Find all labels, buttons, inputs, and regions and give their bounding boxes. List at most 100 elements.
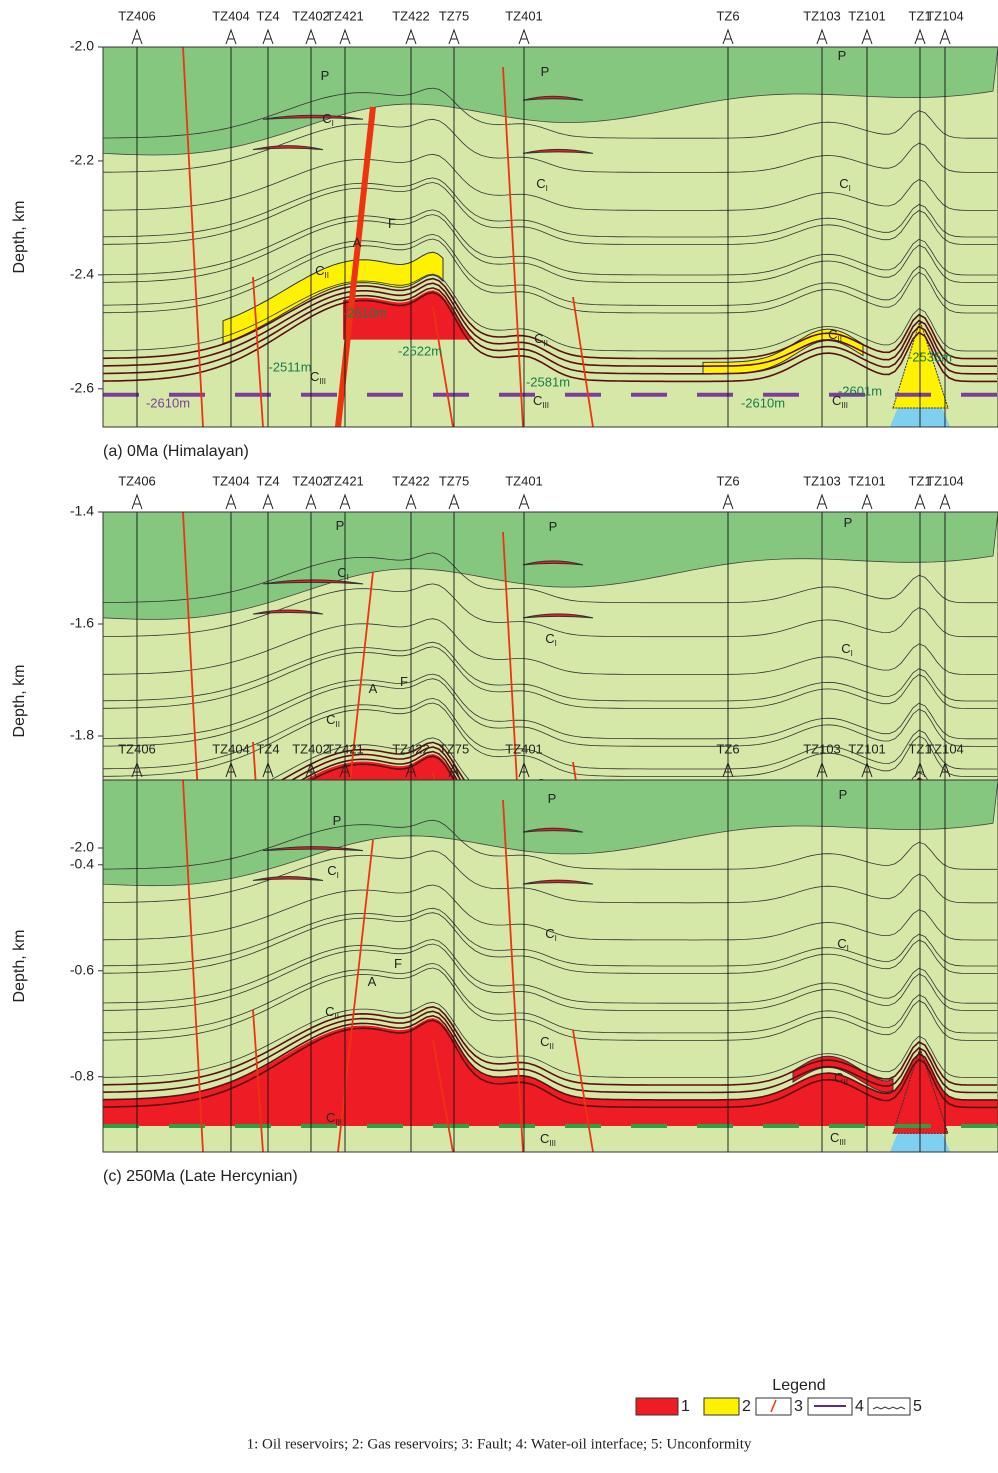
well-name: TZ101 — [848, 473, 886, 488]
well-name: TZ4 — [256, 741, 279, 756]
horizon — [103, 673, 997, 740]
p-layer — [103, 512, 998, 620]
fault — [572, 296, 594, 427]
formation-name: C — [327, 863, 336, 878]
formation-label: P — [844, 515, 853, 530]
frame — [102, 779, 998, 1153]
formation-name: P — [336, 518, 345, 533]
horizon — [103, 1010, 997, 1094]
lens — [522, 613, 594, 619]
derrick — [722, 761, 734, 778]
fault — [432, 1039, 454, 1152]
horizon — [103, 678, 997, 747]
formation-sub: III — [335, 1118, 342, 1127]
lens — [262, 846, 364, 852]
fault — [432, 306, 454, 427]
formation-label: CIII — [310, 369, 326, 386]
derrick — [405, 493, 417, 510]
well-name: TZ401 — [505, 741, 543, 756]
well-name: TZ4 — [256, 8, 279, 23]
formation-name: P — [549, 519, 558, 534]
formation-name: P — [541, 64, 550, 79]
formation-sub: II — [837, 335, 841, 344]
derrick — [131, 493, 143, 510]
well-name: TZ404 — [212, 473, 250, 488]
formation-name: C — [837, 936, 846, 951]
horizon — [103, 153, 997, 211]
derrick — [816, 493, 828, 510]
formation-sub: III — [319, 377, 326, 386]
legend-oil — [635, 1397, 679, 1416]
well-name: TZ404 — [212, 8, 250, 23]
formation-label: CII — [540, 1034, 554, 1051]
legend-gas — [703, 1397, 740, 1416]
well-name: TZ104 — [926, 741, 964, 756]
formation-label: P — [839, 787, 848, 802]
well-name: TZ401 — [505, 8, 543, 23]
formation-sub: II — [549, 1042, 553, 1051]
formation-sub: II — [324, 271, 328, 280]
formation-label: CIII — [533, 393, 549, 410]
fault — [337, 839, 374, 1152]
horizon — [103, 1019, 997, 1109]
derrick — [722, 28, 734, 45]
derrick — [262, 761, 274, 778]
gas-reservoir — [222, 251, 444, 345]
annotation: -2522m — [398, 343, 442, 358]
well-name: TZ103 — [803, 473, 841, 488]
formation-label: P — [548, 791, 557, 806]
derrick — [861, 493, 873, 510]
derrick — [225, 493, 237, 510]
well-name: TZ402 — [292, 741, 330, 756]
lens — [522, 95, 584, 101]
y-tick-label: -2.2 — [70, 152, 94, 168]
derrick — [262, 28, 274, 45]
formation-name: C — [830, 1130, 839, 1145]
legend-item: 5 — [913, 1398, 922, 1415]
formation-label: CI — [322, 111, 334, 128]
derrick — [722, 493, 734, 510]
well-name: TZ104 — [926, 8, 964, 23]
horizon — [103, 177, 997, 238]
oil-reservoir — [103, 1018, 998, 1126]
formation-label: F — [400, 674, 408, 689]
formation-label: CI — [839, 176, 851, 193]
panel-caption: (a) 0Ma (Himalayan) — [103, 443, 249, 460]
derrick — [131, 28, 143, 45]
horizon — [103, 273, 997, 352]
formation-name: C — [540, 1131, 549, 1146]
y-tick-label: -0.8 — [70, 1067, 94, 1083]
formation-label: A — [353, 235, 362, 250]
derrick — [939, 761, 951, 778]
well-name: TZ4 — [256, 473, 279, 488]
formation-name: F — [388, 216, 396, 231]
legend-unconformity-line — [872, 1406, 906, 1410]
formation-label: A — [368, 974, 377, 989]
legend-item: 2 — [742, 1398, 751, 1415]
horizon — [103, 214, 997, 283]
formation-name: C — [536, 176, 545, 191]
formation-name: C — [326, 1110, 335, 1125]
well-name: TZ402 — [292, 473, 330, 488]
legend-fault-line — [770, 1399, 777, 1413]
formation-sub: II — [843, 1078, 847, 1087]
legend-unconformity — [867, 1397, 911, 1416]
p-layer — [103, 780, 998, 887]
well-name: TZ406 — [118, 741, 156, 756]
formation-label: P — [549, 519, 558, 534]
annotation: -2610m — [343, 305, 387, 320]
y-tick-label: -2.6 — [70, 380, 94, 396]
derrick — [405, 28, 417, 45]
annotation: -2581m — [526, 374, 570, 389]
fault — [252, 276, 264, 427]
derrick — [305, 493, 317, 510]
annotation: -2601m — [838, 383, 882, 398]
well-name: TZ421 — [326, 8, 364, 23]
formation-name: P — [333, 813, 342, 828]
horizon — [103, 646, 997, 709]
p-layer — [103, 47, 998, 156]
cone — [892, 318, 949, 409]
formation-name: P — [548, 791, 557, 806]
derrick — [939, 28, 951, 45]
well-name: TZ101 — [848, 741, 886, 756]
